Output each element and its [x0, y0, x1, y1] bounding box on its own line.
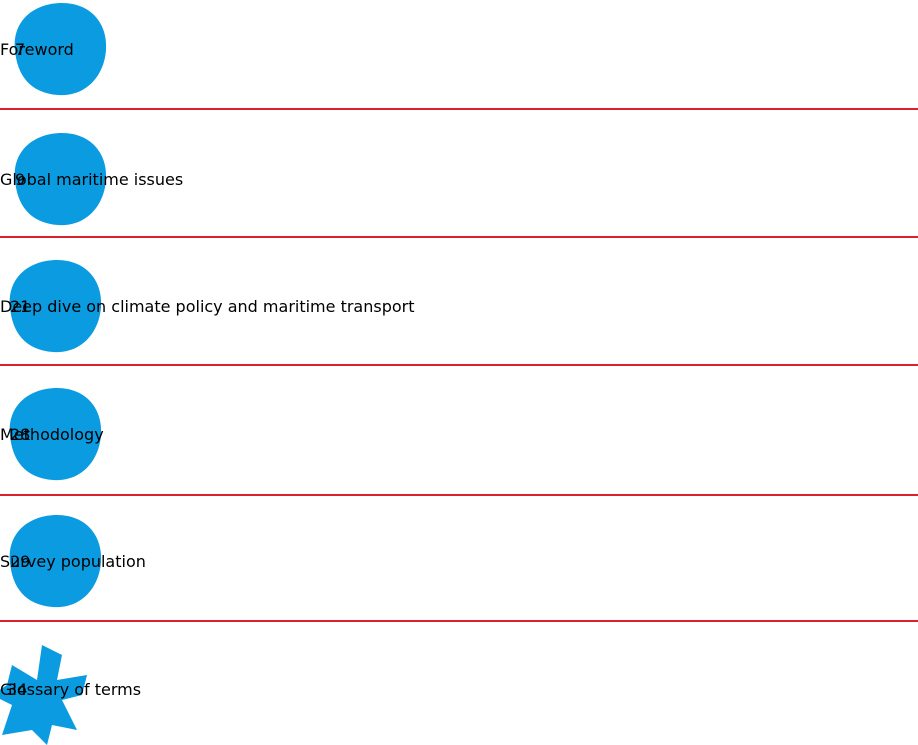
- page-badge: [14, 133, 107, 226]
- divider: [0, 364, 918, 366]
- page-number: 7: [15, 40, 26, 59]
- entry-title: Foreword: [0, 40, 74, 59]
- page-number: 29: [10, 552, 31, 571]
- entry-title: Deep dive on climate policy and maritime…: [0, 297, 415, 316]
- table-of-contents: 7 Foreword 9 Global maritime issues 21 Deep d…: [0, 3, 918, 745]
- entry-title: Survey population: [0, 552, 146, 571]
- divider: [0, 108, 918, 110]
- divider: [0, 620, 918, 622]
- page-number: 21: [10, 297, 31, 316]
- page-number: 34: [7, 680, 28, 699]
- divider: [0, 494, 918, 496]
- divider: [0, 236, 918, 238]
- page-badge: [9, 388, 102, 481]
- page-number: 9: [15, 170, 26, 189]
- entry-title: Methodology: [0, 425, 104, 444]
- page-badge: [14, 3, 107, 96]
- entry-title: Glossary of terms: [0, 680, 142, 699]
- page-number: 28: [10, 425, 31, 444]
- page-badge: [9, 515, 102, 608]
- entry-title: Global maritime issues: [0, 170, 184, 189]
- page-badge: [9, 260, 102, 353]
- page-badge: [0, 645, 87, 745]
